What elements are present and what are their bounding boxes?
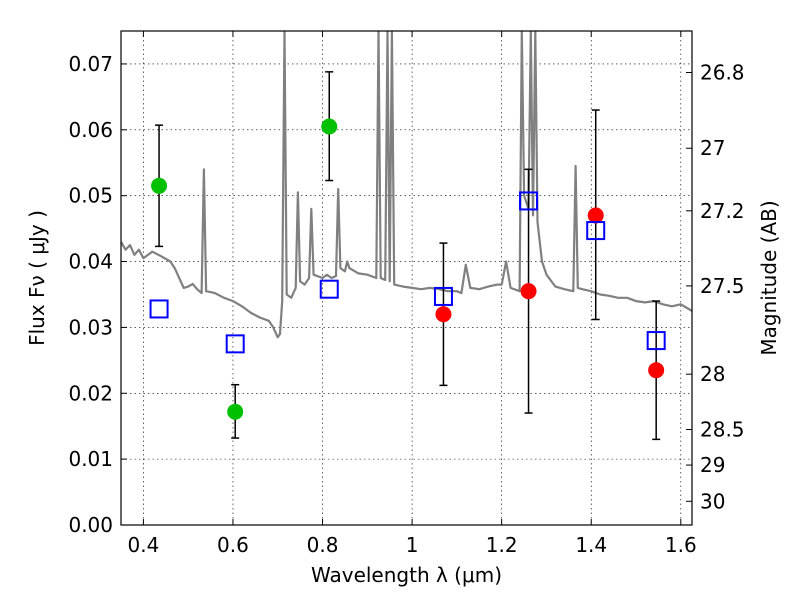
- model-photometry-square: [149, 299, 169, 319]
- model-photometry-square: [225, 334, 245, 354]
- axis-ticks: 0.4 0.6 0.8 1 1.2 1.4 1.6 0.00 0.01 0.02 0.03 0.04 0…: [68, 31, 745, 557]
- model-photometry-square: [646, 331, 666, 351]
- plot-frame: [120, 30, 693, 526]
- y-tick-label: 0.07: [68, 52, 113, 76]
- x-axis-label: Wavelength λ (μm): [311, 563, 502, 587]
- observed-point-green: [321, 118, 338, 135]
- y-axis-label: Flux Fν ( μJy ): [25, 210, 49, 346]
- right-axis-label: Magnitude (AB): [757, 200, 781, 355]
- observed-point-red: [587, 207, 604, 224]
- y-tick-label: 0.03: [68, 315, 113, 339]
- right-tick-label: 29: [700, 453, 725, 477]
- right-tick-label: 26.8: [700, 60, 745, 84]
- y-tick-label: 0.00: [68, 513, 113, 537]
- y-tick-label: 0.05: [68, 184, 113, 208]
- model-photometry-square: [433, 286, 453, 306]
- model-photometry-square: [319, 279, 339, 299]
- model-photometry-square: [519, 191, 539, 211]
- observed-point-red: [648, 362, 665, 379]
- spectrum-line: [121, 31, 692, 339]
- right-tick-label: 30: [700, 489, 725, 513]
- observed-point-red: [435, 306, 452, 323]
- x-tick-label: 0.4: [127, 533, 159, 557]
- y-tick-label: 0.06: [68, 118, 113, 142]
- plot-series: [121, 31, 692, 441]
- x-tick-label: 1.4: [575, 533, 607, 557]
- y-tick-label: 0.04: [68, 250, 113, 274]
- observed-point-green: [227, 403, 244, 420]
- y-tick-label: 0.01: [68, 447, 113, 471]
- model-photometry-square: [586, 221, 606, 241]
- right-tick-label: 27.2: [700, 199, 745, 223]
- observed-point-green: [151, 177, 168, 194]
- observed-point-red: [520, 283, 537, 300]
- x-tick-label: 1.6: [665, 533, 697, 557]
- right-tick-label: 28.5: [700, 417, 745, 441]
- right-tick-label: 27.5: [700, 274, 745, 298]
- y-tick-label: 0.02: [68, 381, 113, 405]
- x-tick-label: 0.6: [217, 533, 249, 557]
- right-tick-label: 28: [700, 362, 725, 386]
- x-tick-label: 1.2: [486, 533, 518, 557]
- right-tick-label: 27: [700, 136, 725, 160]
- x-tick-label: 1: [406, 533, 419, 557]
- x-tick-label: 0.8: [307, 533, 339, 557]
